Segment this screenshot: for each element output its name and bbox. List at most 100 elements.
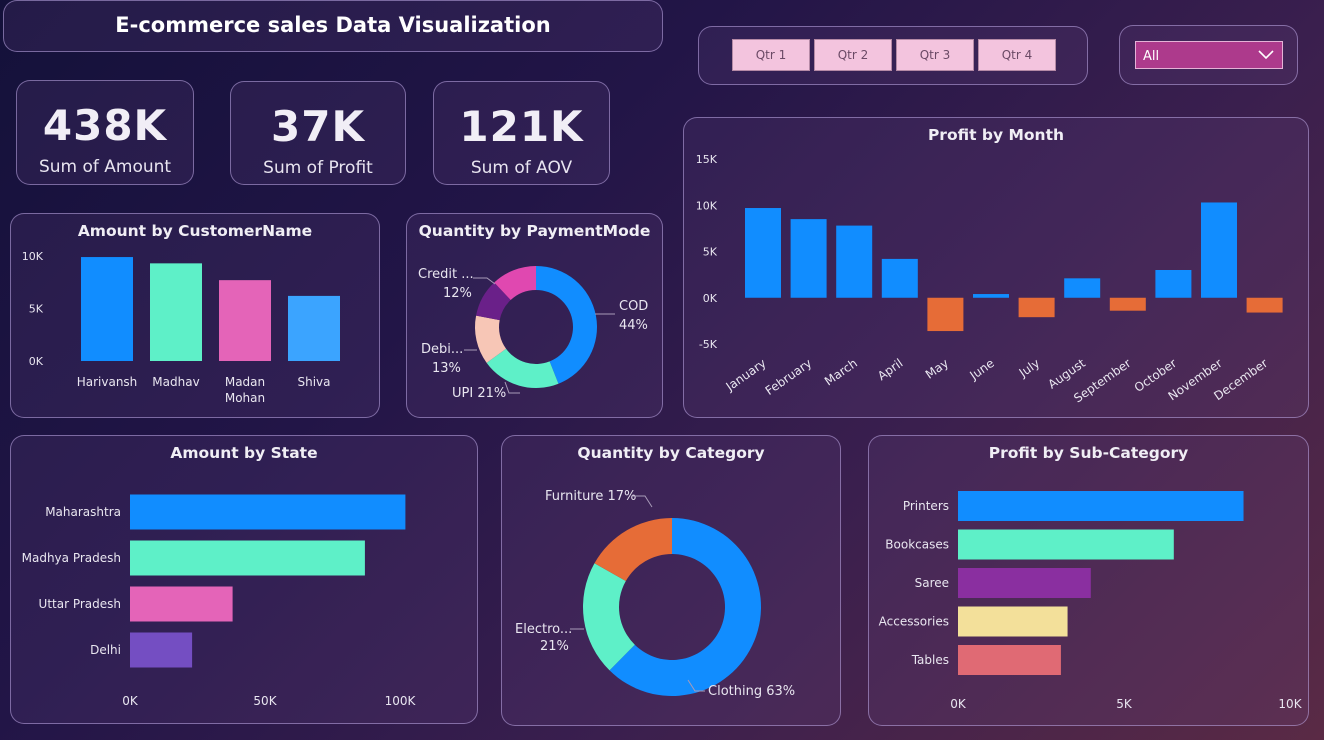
slice-label: COD <box>619 299 648 314</box>
donut-slice <box>594 518 672 581</box>
slice-label: Clothing 63% <box>708 684 795 699</box>
bar <box>81 257 133 361</box>
bar <box>881 258 918 298</box>
slice-label: 21% <box>540 639 569 654</box>
page-title: E-commerce sales Data Visualization <box>115 13 551 37</box>
x-tick-label: Shiva <box>297 375 330 389</box>
bar <box>790 219 827 298</box>
slice-label: Debi... <box>421 342 463 357</box>
bar <box>927 297 964 332</box>
state-bar-chart: Maharashtra Madhya Pradesh Uttar Pradesh De… <box>22 494 417 708</box>
bar <box>130 632 193 668</box>
payment-donut-chart: COD 44% UPI 21% Debi... 13% Credit ... 12% <box>418 266 648 401</box>
y-tick-label: 10K <box>22 250 44 263</box>
y-tick-label: Uttar Pradesh <box>39 597 121 611</box>
filter-card: All <box>1119 25 1298 85</box>
category-donut-chart: Clothing 63% Electro... 21% Furniture 17% <box>515 489 795 699</box>
x-tick-label: April <box>875 356 906 383</box>
y-tick-label: Madhya Pradesh <box>22 551 121 565</box>
bar <box>1201 202 1237 298</box>
x-tick-label: 10K <box>1278 697 1302 711</box>
slice-label: 44% <box>619 318 648 333</box>
leader-line <box>473 277 496 285</box>
donut-slice <box>609 518 761 696</box>
y-tick-label: 0K <box>29 355 44 368</box>
qtr-2-button[interactable]: Qtr 2 <box>814 39 892 71</box>
bar <box>130 494 406 530</box>
bar <box>836 225 873 298</box>
x-tick-label: 100K <box>385 694 417 708</box>
bar <box>973 294 1009 298</box>
bar <box>150 263 202 361</box>
y-tick-label: 5K <box>703 246 718 259</box>
payment-chart-card: Quantity by PaymentMode COD 44% UPI 21% Deb… <box>406 213 663 418</box>
x-tick-label: June <box>966 356 996 383</box>
y-tick-label: Delhi <box>90 643 121 657</box>
chart-title: Amount by CustomerName <box>77 222 313 240</box>
bar <box>1064 278 1101 298</box>
kpi-value: 37K <box>271 102 365 151</box>
donut-slice <box>475 315 507 363</box>
category-chart-card: Quantity by Category Clothing 63% Electro… <box>501 435 841 726</box>
y-tick-label: Maharashtra <box>45 505 121 519</box>
donut-slice <box>536 266 597 384</box>
y-tick-label: Bookcases <box>885 538 949 552</box>
donut-slice <box>583 563 635 671</box>
bar <box>1018 297 1055 318</box>
chart-title: Amount by State <box>170 444 318 462</box>
qtr-3-button[interactable]: Qtr 3 <box>896 39 974 71</box>
filter-dropdown[interactable]: All <box>1135 41 1283 69</box>
customer-bar-chart: 0K 5K 10K Harivansh Madhav Madan Mohan Shiva <box>22 250 340 405</box>
y-tick-label: 15K <box>696 153 718 166</box>
bar <box>958 568 1091 598</box>
y-tick-label: Tables <box>911 653 949 667</box>
slice-label: 13% <box>432 361 461 376</box>
customer-chart-card: Amount by CustomerName 0K 5K 10K Harivansh M… <box>10 213 380 418</box>
qtr-4-button[interactable]: Qtr 4 <box>978 39 1056 71</box>
bar <box>219 280 271 361</box>
bar <box>288 295 340 361</box>
x-tick-label: 0K <box>950 697 967 711</box>
kpi-label: Sum of Profit <box>263 158 373 178</box>
title-card: E-commerce sales Data Visualization <box>3 0 663 52</box>
quarter-slicer: Qtr 1 Qtr 2 Qtr 3 Qtr 4 <box>698 26 1088 85</box>
x-tick-label: Harivansh <box>77 375 138 389</box>
slice-label: UPI 21% <box>452 386 506 401</box>
leader-line <box>687 679 705 692</box>
x-tick-label: July <box>1016 356 1043 380</box>
qtr-1-button[interactable]: Qtr 1 <box>732 39 810 71</box>
donut-slice <box>486 348 559 388</box>
x-tick-label: 0K <box>122 694 139 708</box>
y-tick-label: -5K <box>699 338 718 351</box>
bar <box>1155 270 1192 298</box>
kpi-card-profit: 37K Sum of Profit <box>230 81 406 185</box>
x-tick-label: Madhav <box>152 375 199 389</box>
bar <box>958 529 1174 560</box>
bar <box>130 540 365 576</box>
bar <box>958 491 1244 521</box>
chart-title: Profit by Month <box>927 126 1065 144</box>
kpi-value: 438K <box>42 101 168 150</box>
month-chart-card: Profit by Month -5K 0K 5K 10K 15K January Febr… <box>683 117 1309 418</box>
slice-label: Credit ... <box>418 267 474 282</box>
y-tick-label: Printers <box>903 499 949 513</box>
chart-title: Quantity by PaymentMode <box>418 222 651 240</box>
kpi-value: 121K <box>459 102 584 151</box>
y-tick-label: Accessories <box>879 615 949 629</box>
subcat-chart-card: Profit by Sub-Category Printers Bookcases… <box>868 435 1309 726</box>
x-tick-label: May <box>923 356 951 382</box>
y-tick-label: 10K <box>696 199 718 212</box>
x-tick-label: February <box>763 356 815 398</box>
bar <box>1246 297 1283 313</box>
filter-value: All <box>1143 49 1160 64</box>
bar <box>958 645 1061 675</box>
leader-line <box>504 381 520 394</box>
x-tick-label: March <box>822 356 860 388</box>
chart-title: Quantity by Category <box>577 444 765 462</box>
subcat-bar-chart: Printers Bookcases Saree Accessories Tables 0… <box>879 491 1303 711</box>
slice-label: Electro... <box>515 622 572 637</box>
bar <box>1109 297 1146 311</box>
kpi-label: Sum of AOV <box>470 158 573 178</box>
slice-label: Furniture 17% <box>545 489 636 504</box>
